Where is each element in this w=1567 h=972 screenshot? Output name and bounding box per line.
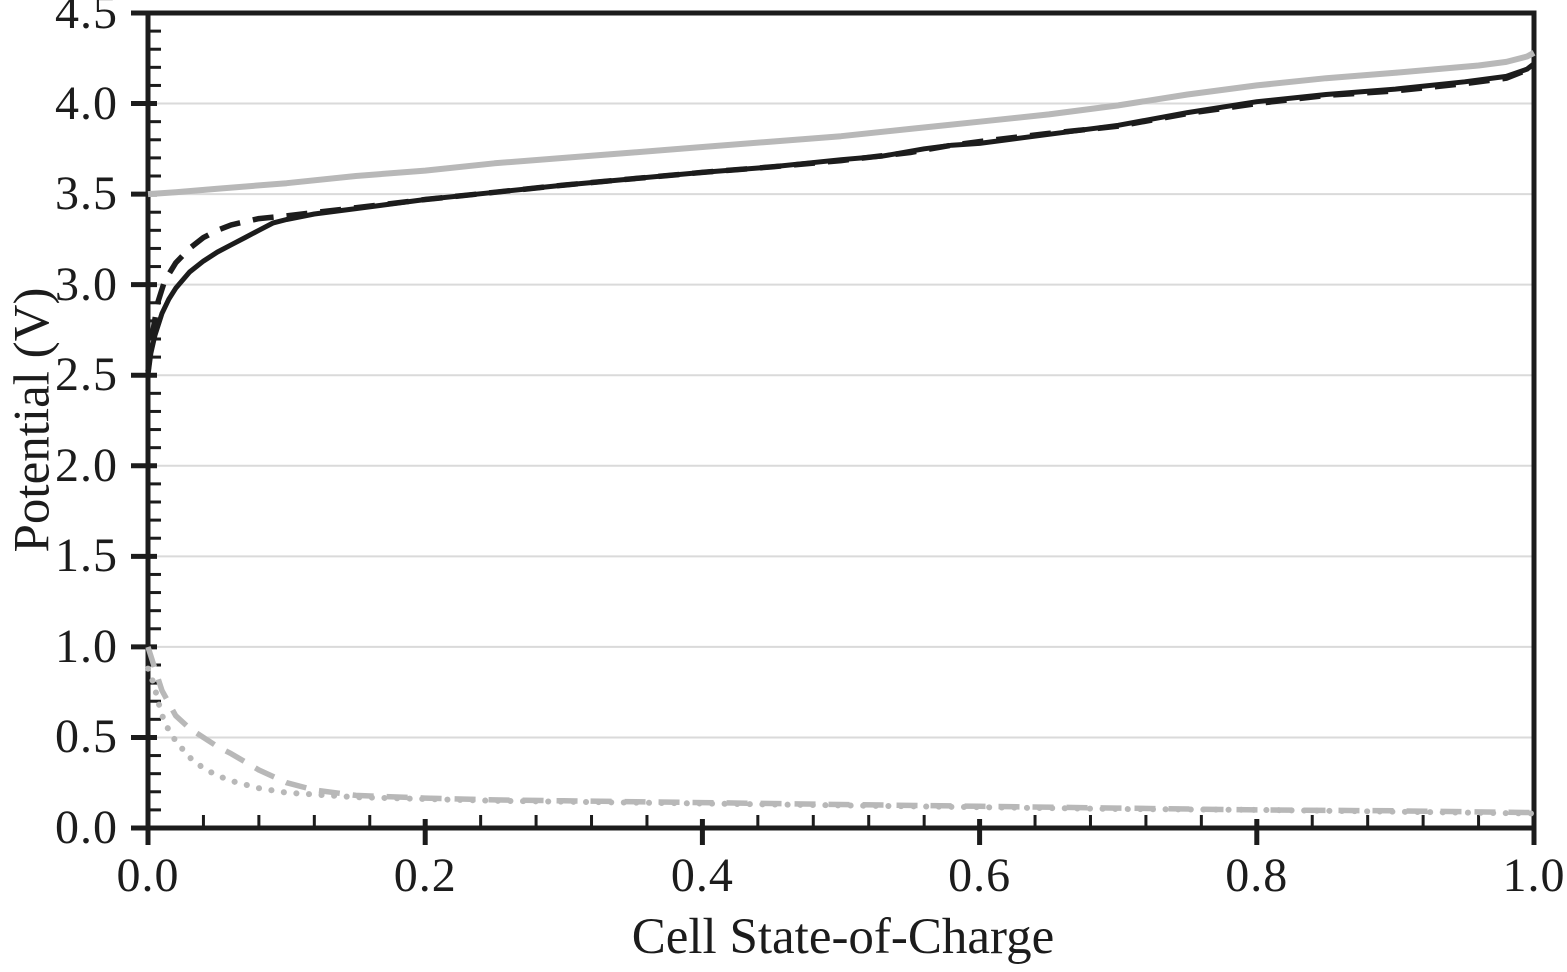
plot-frame	[145, 10, 1537, 831]
series-black-dashed	[145, 64, 1536, 372]
y-tick-label: 4.5	[55, 0, 118, 39]
x-tick-label: 0.8	[1225, 849, 1289, 902]
y-tick-label: 2.0	[55, 438, 118, 492]
y-tick-label: 4.0	[55, 76, 118, 130]
y-tick-label: 1.5	[55, 529, 118, 583]
series-black-solid	[145, 61, 1536, 376]
y-tick-label: 3.0	[55, 257, 118, 311]
y-tick-label: 0.0	[55, 801, 118, 854]
y-axis-title: Potential (V)	[4, 287, 61, 553]
x-axis-title: Cell State-of-Charge	[631, 909, 1055, 965]
x-tick-label: 1.0	[1502, 849, 1566, 902]
series-gray-dotted-lower	[145, 665, 1537, 817]
y-tick-label: 2.5	[55, 348, 118, 402]
y-tick-label: 3.5	[55, 167, 118, 221]
x-tick-label: 0.2	[393, 849, 457, 902]
y-tick-label: 1.0	[55, 619, 118, 673]
series-gray-solid-upper	[147, 50, 1536, 198]
y-tick-label: 0.5	[55, 710, 118, 764]
x-tick-label: 0.4	[670, 849, 734, 902]
series-gray-dashed-lower	[145, 646, 1535, 816]
x-tick-label: 0.0	[116, 849, 180, 902]
x-tick-label: 0.6	[948, 849, 1012, 902]
